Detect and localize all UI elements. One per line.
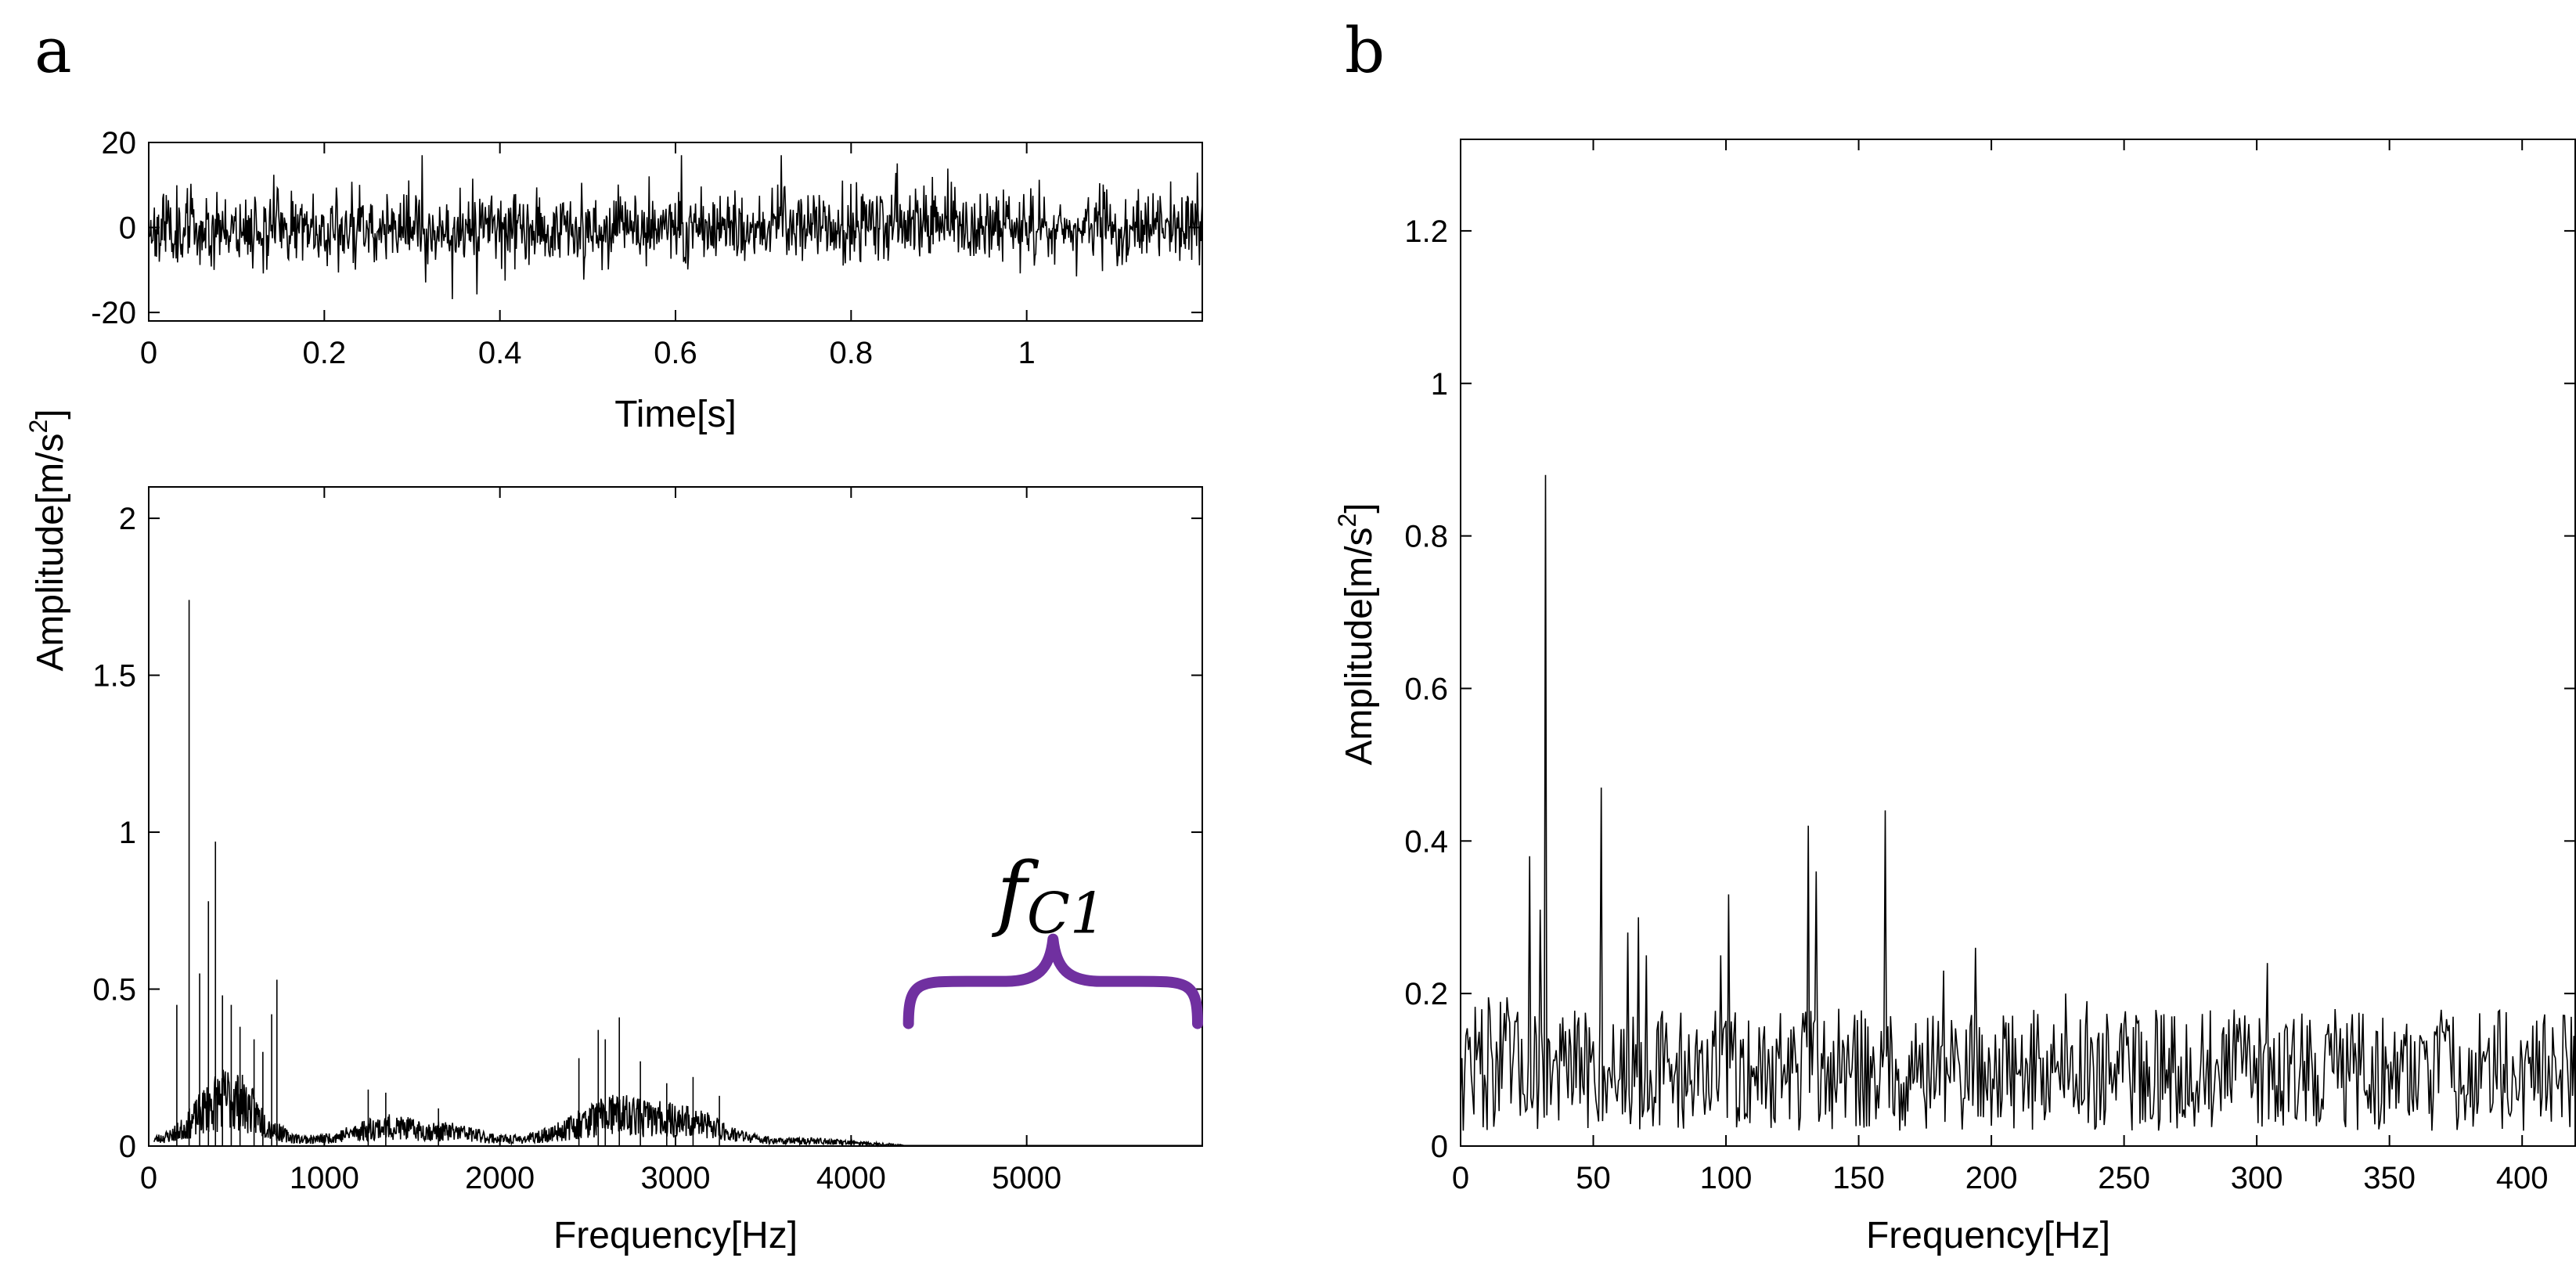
spectrum-b-x-label: Frequency[Hz] <box>1866 1215 2110 1256</box>
spectrum-b-x-tick-label: 400 <box>2496 1161 2549 1195</box>
time-signal-x-tick-label: 0.8 <box>830 336 874 370</box>
spectrum-b-trace-group <box>1460 474 2576 1131</box>
spectrum-b-x-tick-label: 350 <box>2363 1161 2416 1195</box>
spectrum-b-y-label-sup: 2 <box>1333 514 1361 528</box>
spectrum-a-frame <box>148 486 1203 1147</box>
spectrum-b-y-label-close: ] <box>1338 503 1380 513</box>
fc1-annotation: fC1 <box>991 845 1105 946</box>
spectrum-a-x-tick-label: 3000 <box>641 1161 711 1195</box>
spectrum-b-y-tick-label: 1.2 <box>1404 214 1448 249</box>
time-signal-line <box>148 155 1203 300</box>
frequency-spectrum-chart-b: 0 50 100 150 200 250 300 350 400 0 0.2 0.4 0.6 0.8 1 1… <box>1333 139 2576 1256</box>
time-signal-x-tick-label: 1 <box>1018 336 1036 370</box>
time-signal-y-tick-label: 0 <box>119 211 136 246</box>
spectrum-a-y-label-sup: 2 <box>24 420 52 434</box>
time-signal-trace-group <box>148 155 1203 300</box>
spectrum-b-y-tick-label: 0.8 <box>1404 520 1448 554</box>
spectrum-b-x-tick-label: 0 <box>1452 1161 1469 1195</box>
time-signal-y-tick-label: 20 <box>102 126 137 160</box>
spectrum-a-y-tick-label: 2 <box>119 502 136 536</box>
time-signal-x-tick-label: 0.6 <box>654 336 697 370</box>
spectrum-b-y-ticks: 0 0.2 0.4 0.6 0.8 1 1.2 <box>1404 214 2575 1164</box>
spectrum-a-x-tick-label: 5000 <box>992 1161 1061 1195</box>
spectrum-a-line <box>153 1069 905 1148</box>
spectrum-a-trace-group <box>153 600 1202 1148</box>
spectrum-b-y-tick-label: 0.4 <box>1404 824 1448 859</box>
spectrum-b-x-tick-label: 50 <box>1576 1161 1611 1195</box>
spectrum-a-x-tick-label: 1000 <box>290 1161 359 1195</box>
time-signal-x-ticks: 0 0.2 0.4 0.6 0.8 1 <box>140 142 1036 370</box>
spectrum-a-x-tick-label: 0 <box>140 1161 157 1195</box>
spectrum-a-x-ticks: 0 1000 2000 3000 4000 5000 <box>140 487 1061 1195</box>
spectrum-b-y-tick-label: 0 <box>1431 1130 1448 1164</box>
spectrum-b-frame <box>1460 139 2576 1147</box>
spectrum-b-y-tick-label: 0.6 <box>1404 672 1448 706</box>
spectrum-b-x-tick-label: 200 <box>1965 1161 2018 1195</box>
frequency-spectrum-chart-a: 0 1000 2000 3000 4000 5000 0 0.5 1 1.5 2 Frequenc… <box>24 409 1203 1256</box>
spectrum-b-y-label-main: Amplitude[m/s <box>1338 528 1380 766</box>
spectrum-a-y-label-main: Amplitude[m/s <box>30 434 71 672</box>
spectrum-a-y-ticks: 0 0.5 1 1.5 2 <box>92 502 1202 1164</box>
time-signal-y-ticks: -20 0 20 <box>91 126 1202 330</box>
spectrum-b-x-tick-label: 250 <box>2098 1161 2150 1195</box>
spectrum-a-x-tick-label: 4000 <box>816 1161 886 1195</box>
panel-letter-b: b <box>1345 14 1385 87</box>
spectrum-b-x-tick-label: 150 <box>1832 1161 1885 1195</box>
time-signal-x-tick-label: 0.4 <box>478 336 522 370</box>
time-signal-y-tick-label: -20 <box>91 296 136 330</box>
fc1-brace <box>903 933 1203 1029</box>
spectrum-a-y-tick-label: 0 <box>119 1130 136 1164</box>
spectrum-a-y-tick-label: 1 <box>119 816 136 850</box>
spectrum-b-x-tick-label: 100 <box>1700 1161 1753 1195</box>
panel-letter-a: a <box>34 14 72 87</box>
spectrum-a-y-tick-label: 0.5 <box>92 973 136 1007</box>
spectrum-a-y-label: Amplitude[m/s2] <box>24 409 71 671</box>
spectrum-b-y-tick-label: 0.2 <box>1404 977 1448 1011</box>
spectrum-a-x-tick-label: 2000 <box>465 1161 535 1195</box>
spectrum-b-y-tick-label: 1 <box>1431 367 1448 402</box>
spectrum-b-line <box>1460 474 2576 1131</box>
spectrum-a-y-tick-label: 1.5 <box>92 659 136 694</box>
time-signal-x-tick-label: 0.2 <box>303 336 347 370</box>
spectrum-b-y-label: Amplitude[m/s2] <box>1333 503 1380 765</box>
spectrum-b-x-ticks: 0 50 100 150 200 250 300 350 400 <box>1452 139 2549 1195</box>
spectrum-a-y-label-close: ] <box>30 409 71 419</box>
time-signal-x-label: Time[s] <box>614 394 737 435</box>
spectrum-a-x-label: Frequency[Hz] <box>553 1215 798 1256</box>
spectrum-b-x-tick-label: 300 <box>2231 1161 2283 1195</box>
fc1-annotation-subscript: C1 <box>1027 881 1106 946</box>
time-signal-x-tick-label: 0 <box>140 336 157 370</box>
